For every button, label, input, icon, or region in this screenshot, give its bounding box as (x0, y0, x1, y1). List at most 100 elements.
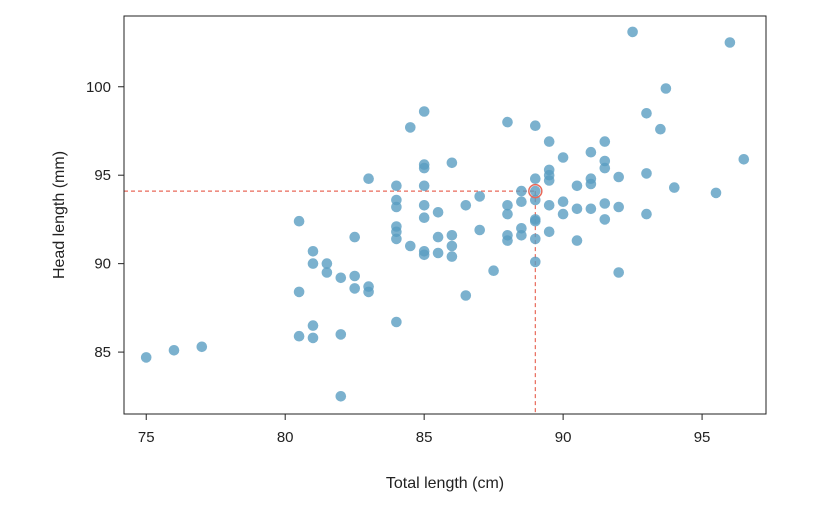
data-point (516, 196, 527, 207)
data-point (391, 233, 402, 245)
data-point (641, 108, 652, 119)
data-point (293, 330, 305, 342)
highlight-ring (528, 183, 543, 199)
data-point (474, 191, 486, 202)
x-tick-label: 75 (138, 429, 155, 446)
data-point (557, 208, 569, 220)
data-point (335, 329, 347, 340)
data-point (432, 231, 444, 243)
data-point (335, 272, 347, 284)
data-point (516, 185, 527, 197)
x-axis-label: Total length (cm) (386, 475, 504, 492)
data-point (391, 201, 402, 213)
data-point (543, 175, 555, 186)
data-point (724, 37, 736, 48)
data-point (613, 171, 624, 183)
data-point (557, 152, 569, 163)
data-point (418, 249, 430, 261)
data-point (418, 162, 430, 174)
data-point (599, 214, 611, 225)
data-point (446, 240, 458, 252)
data-point (293, 286, 305, 298)
data-point (641, 168, 652, 179)
data-point (196, 341, 208, 353)
data-point (140, 352, 152, 363)
data-point (585, 203, 597, 215)
data-point (307, 332, 319, 344)
data-point (418, 212, 430, 223)
data-point (321, 267, 333, 278)
data-point (460, 200, 472, 211)
data-point (405, 240, 416, 252)
data-point (641, 208, 652, 220)
data-point (432, 207, 444, 218)
data-point (710, 187, 722, 199)
x-tick-label: 95 (694, 429, 711, 446)
data-point (349, 283, 361, 294)
data-point (571, 180, 583, 192)
data-point (530, 185, 541, 197)
data-point (363, 286, 374, 298)
data-point (530, 215, 541, 227)
data-point (613, 267, 624, 278)
data-point (418, 106, 430, 117)
data-point (321, 258, 333, 269)
data-point (418, 200, 430, 211)
data-point (168, 345, 180, 356)
data-point (557, 196, 569, 207)
data-point (474, 224, 486, 236)
y-axis-ticks: 85 90 95 100 (86, 79, 124, 361)
data-point (543, 226, 555, 238)
data-point (613, 201, 624, 213)
plot-frame (123, 15, 767, 415)
data-point (543, 136, 555, 147)
data-point (460, 290, 472, 301)
data-point (530, 120, 541, 131)
data-point (446, 230, 458, 241)
data-point (502, 235, 513, 246)
y-axis-label: Head length (mm) (51, 151, 68, 279)
x-tick-label: 85 (416, 429, 433, 446)
data-point (349, 270, 361, 282)
data-point (488, 265, 499, 277)
data-point (307, 320, 319, 331)
data-point (655, 123, 666, 135)
data-point (418, 180, 430, 192)
y-tick-label: 100 (86, 79, 111, 96)
data-point (502, 208, 513, 220)
data-point (391, 316, 402, 328)
data-point (405, 122, 416, 133)
x-tick-label: 90 (555, 429, 572, 446)
x-axis-ticks: 75 80 85 90 95 (138, 414, 711, 446)
data-point (585, 178, 597, 190)
data-point (391, 180, 402, 192)
data-point (585, 146, 597, 158)
highlight-marker (528, 183, 543, 199)
data-point (543, 200, 555, 211)
data-point (516, 230, 527, 241)
data-point (627, 26, 638, 38)
data-point (307, 258, 319, 269)
x-tick-label: 80 (277, 429, 294, 446)
data-point (738, 154, 750, 165)
data-point (530, 173, 541, 184)
data-point (571, 203, 583, 215)
data-point (349, 231, 361, 243)
data-point (530, 256, 541, 268)
data-point (502, 200, 513, 211)
data-point (571, 235, 583, 246)
data-point (599, 198, 611, 209)
data-point (530, 233, 541, 245)
data-point (293, 215, 305, 227)
data-point (502, 116, 513, 128)
data-points (140, 26, 750, 402)
guide-lines (124, 190, 536, 414)
data-point (599, 162, 611, 174)
data-point (335, 391, 347, 402)
y-tick-label: 95 (94, 167, 111, 184)
data-point (432, 247, 444, 259)
data-point (363, 173, 374, 184)
data-point (307, 246, 319, 257)
